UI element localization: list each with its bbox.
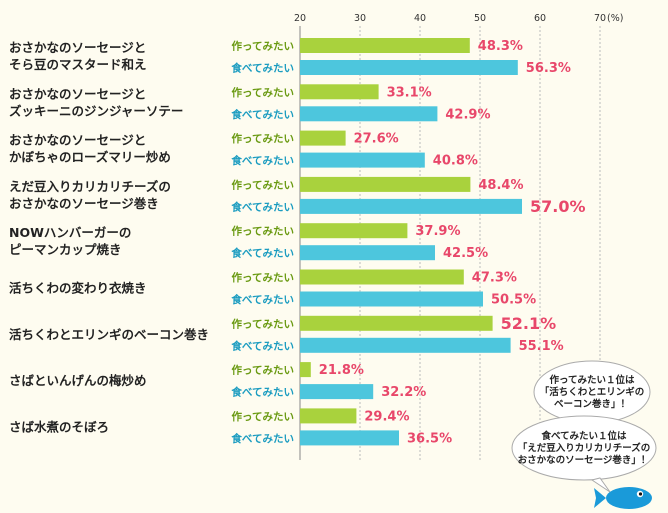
bubble-line: 食べてみたい１位は bbox=[540, 430, 627, 442]
bubble-tail bbox=[590, 477, 611, 493]
tick-label: 70 bbox=[594, 13, 606, 24]
series-label: 作ってみたい bbox=[232, 410, 294, 423]
series-label: 作ってみたい bbox=[232, 178, 294, 191]
bar-make bbox=[300, 315, 493, 331]
data-label: 48.4% bbox=[478, 178, 523, 193]
series-label: 食べてみたい bbox=[230, 108, 294, 121]
series-label: 食べてみたい bbox=[230, 432, 294, 445]
dish-label: 活ちくわの変わり衣焼き bbox=[9, 281, 147, 296]
bar-eat bbox=[300, 60, 518, 75]
data-label: 50.5% bbox=[491, 293, 536, 308]
data-label: 33.1% bbox=[387, 85, 432, 100]
tick-label: 50 bbox=[474, 13, 486, 24]
dish-label: おさかなのソーセージ巻き bbox=[9, 196, 159, 211]
data-label: 48.3% bbox=[478, 39, 523, 54]
bar-make bbox=[300, 176, 471, 192]
bar-make bbox=[300, 362, 311, 378]
fish-pupil bbox=[638, 492, 643, 496]
bubble-line: おさかなのソーセージ巻き」！ bbox=[518, 454, 651, 466]
bar-make bbox=[300, 130, 346, 146]
bar-eat bbox=[300, 430, 399, 446]
bubble-shape bbox=[511, 415, 657, 481]
series-label: 作ってみたい bbox=[232, 132, 294, 145]
tick-label: 20 bbox=[294, 13, 306, 24]
bar-make bbox=[300, 223, 408, 239]
series-label: 食べてみたい bbox=[230, 62, 294, 75]
dish-label: えだ豆入りカリカリチーズの bbox=[9, 179, 171, 194]
series-label: 食べてみたい bbox=[230, 293, 294, 306]
series-label: 食べてみたい bbox=[230, 339, 294, 352]
dish-label: ズッキーニのジンジャーソテー bbox=[9, 103, 183, 118]
series-label: 食べてみたい bbox=[230, 247, 294, 260]
bubble-line: 作ってみたい１位は bbox=[549, 374, 635, 386]
bar-eat bbox=[300, 245, 435, 261]
tick-label: 60 bbox=[534, 13, 546, 24]
bubble-line: 「えだ豆入りカリカリチーズの bbox=[518, 442, 651, 454]
tick-label: 40 bbox=[414, 13, 426, 24]
dish-label: おさかなのソーセージと bbox=[9, 40, 146, 55]
data-label: 55.1% bbox=[519, 339, 564, 354]
dish-label: おさかなのソーセージと bbox=[9, 86, 146, 101]
bar-eat bbox=[300, 337, 511, 353]
series-label: 食べてみたい bbox=[230, 154, 294, 167]
data-label: 36.5% bbox=[407, 431, 452, 446]
data-label: 29.4% bbox=[364, 409, 409, 424]
dish-label: NOWハンバーガーの bbox=[9, 225, 131, 240]
data-label: 27.6% bbox=[354, 132, 399, 147]
dish-label: ピーマンカップ焼き bbox=[9, 242, 122, 257]
dish-label: さば水煮のそぼろ bbox=[9, 419, 109, 434]
series-label: 作ってみたい bbox=[232, 364, 294, 377]
fish-body bbox=[606, 487, 652, 509]
data-label: 40.8% bbox=[433, 154, 478, 169]
unit-label: (%) bbox=[607, 13, 623, 24]
dish-label: そら豆のマスタード和え bbox=[9, 57, 147, 72]
data-label: 42.5% bbox=[443, 246, 488, 261]
bar-eat bbox=[300, 198, 522, 214]
fish-icon bbox=[594, 487, 652, 509]
bar-make bbox=[300, 269, 464, 285]
dish-label: おさかなのソーセージと bbox=[9, 133, 146, 148]
x-axis: 20 30 40 50 60 70 (%) bbox=[294, 13, 624, 24]
data-label: 32.2% bbox=[381, 385, 426, 400]
bubble-line: ベーコン巻き」！ bbox=[554, 398, 630, 410]
data-label: 56.3% bbox=[526, 61, 571, 76]
data-label: 37.9% bbox=[415, 224, 460, 239]
bubble-line: 「活ちくわとエリンギの bbox=[540, 386, 645, 398]
bar-eat bbox=[300, 106, 438, 122]
tick-label: 30 bbox=[354, 13, 366, 24]
bar-make bbox=[300, 408, 357, 424]
dish-label: 活ちくわとエリンギのベーコン巻き bbox=[9, 327, 209, 342]
series-label: 食べてみたい bbox=[230, 386, 294, 399]
dish-label: かぼちゃのローズマリー炒め bbox=[9, 150, 171, 165]
data-label: 21.8% bbox=[319, 363, 364, 378]
annotations: 作ってみたい１位は「活ちくわとエリンギのベーコン巻き」！食べてみたい１位は「えだ… bbox=[511, 360, 657, 509]
bar-eat bbox=[300, 384, 374, 400]
series-label: 食べてみたい bbox=[230, 200, 294, 213]
data-label: 57.0% bbox=[530, 197, 586, 216]
data-label: 47.3% bbox=[472, 271, 517, 286]
annotation-make: 作ってみたい１位は「活ちくわとエリンギのベーコン巻き」！ bbox=[533, 360, 651, 424]
series-label: 作ってみたい bbox=[232, 40, 294, 53]
dish-label: さばといんげんの梅炒め bbox=[9, 373, 147, 388]
bar-eat bbox=[300, 291, 483, 307]
series-label: 作ってみたい bbox=[232, 86, 294, 99]
bar-make bbox=[300, 84, 379, 100]
data-label: 52.1% bbox=[501, 314, 557, 333]
series-label: 作ってみたい bbox=[232, 271, 294, 284]
series-label: 作ってみたい bbox=[232, 317, 294, 330]
fish-tail bbox=[594, 488, 606, 508]
bars bbox=[300, 38, 522, 446]
series-label: 作ってみたい bbox=[232, 225, 294, 238]
data-label: 42.9% bbox=[445, 107, 490, 122]
bar-make bbox=[300, 38, 470, 53]
bar-eat bbox=[300, 152, 425, 168]
